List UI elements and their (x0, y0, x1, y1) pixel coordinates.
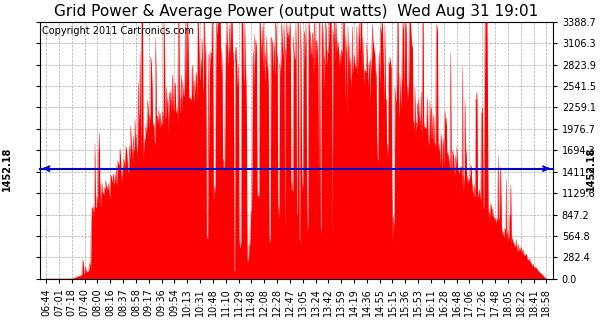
Title: Grid Power & Average Power (output watts)  Wed Aug 31 19:01: Grid Power & Average Power (output watts… (54, 4, 538, 19)
Text: Copyright 2011 Cartronics.com: Copyright 2011 Cartronics.com (43, 26, 194, 36)
Text: 1452.18: 1452.18 (2, 147, 11, 191)
Text: 1452.18: 1452.18 (586, 147, 596, 191)
